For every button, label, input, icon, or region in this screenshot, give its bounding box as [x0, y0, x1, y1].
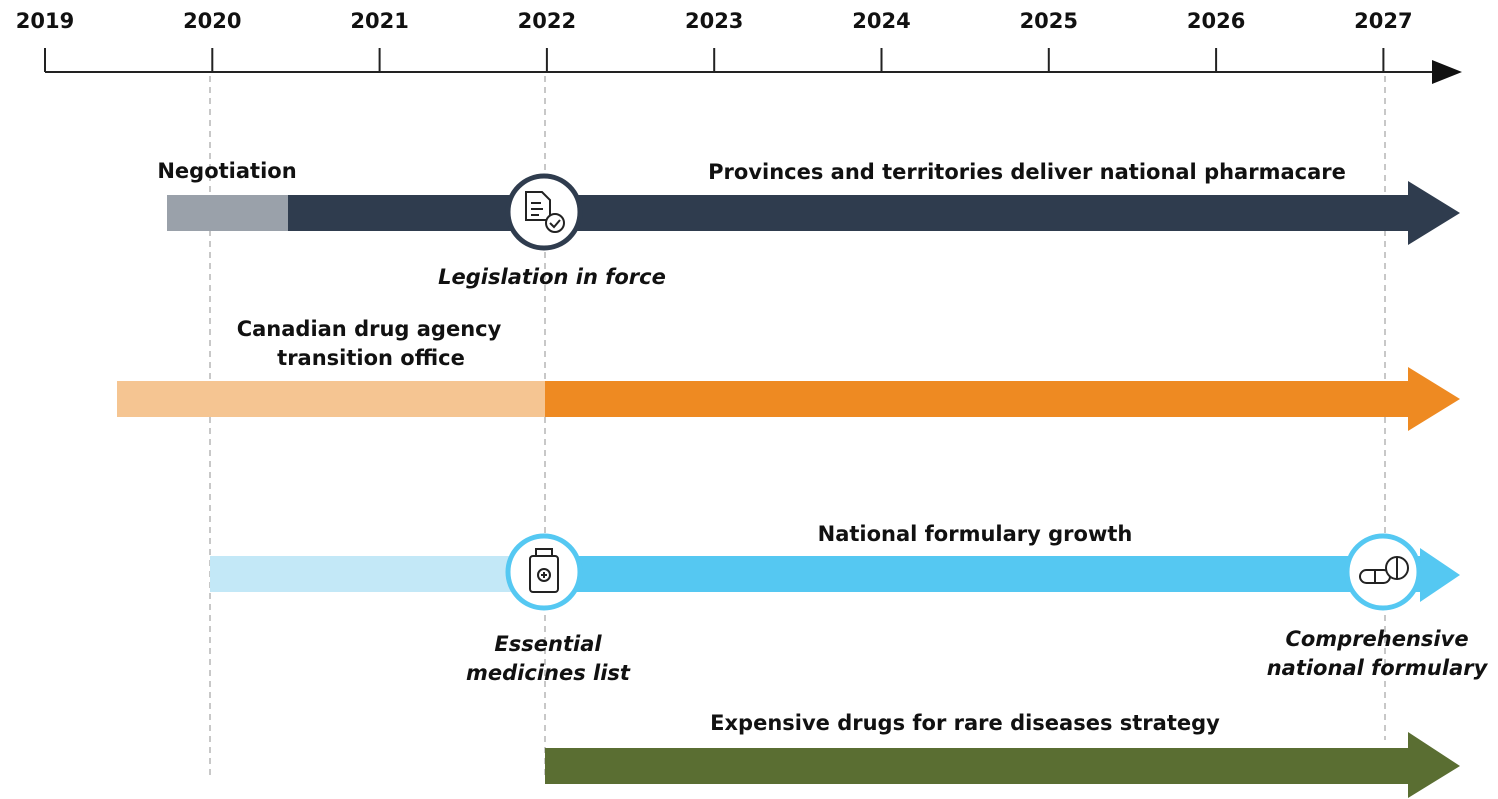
phase-bar [210, 556, 545, 592]
document-icon [525, 191, 565, 233]
milestone-icon [505, 173, 583, 251]
year-label: 2026 [1187, 9, 1245, 33]
phase-bar [167, 195, 288, 231]
year-label: 2027 [1354, 9, 1412, 33]
phase-arrow [545, 548, 1460, 602]
year-axis: 2019 2020 2021 2022 2023 2024 2025 2026 2027 [16, 9, 1462, 84]
bottle-icon [529, 548, 559, 593]
phase-arrow [545, 732, 1460, 798]
track-label: Canadian drug agency [237, 317, 502, 341]
milestone-label: medicines list [466, 661, 631, 685]
phase-arrow [288, 181, 1460, 245]
phase-arrow [545, 367, 1460, 431]
track-label: Expensive drugs for rare diseases strate… [710, 711, 1220, 735]
milestone-label: national formulary [1267, 656, 1489, 680]
pill-icon [1359, 556, 1409, 584]
year-label: 2022 [518, 9, 576, 33]
year-label: 2024 [852, 9, 910, 33]
milestone-icon [1344, 533, 1422, 611]
axis-arrow [1432, 60, 1462, 84]
track-label: Provinces and territories deliver nation… [708, 160, 1346, 184]
year-label: 2020 [183, 9, 241, 33]
track-label: Negotiation [157, 159, 296, 183]
year-label: 2023 [685, 9, 743, 33]
milestone-label: Essential [494, 632, 602, 656]
year-label: 2025 [1020, 9, 1078, 33]
track-label: transition office [277, 346, 465, 370]
milestone-label: Comprehensive [1285, 627, 1468, 651]
year-label: 2021 [350, 9, 408, 33]
track-label: National formulary growth [818, 522, 1133, 546]
milestone-label: Legislation in force [438, 265, 666, 289]
phase-bar [117, 381, 545, 417]
year-label: 2019 [16, 9, 74, 33]
